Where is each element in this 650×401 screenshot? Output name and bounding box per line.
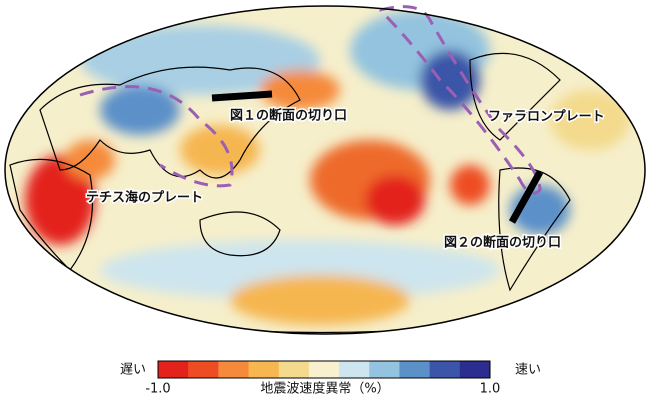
colorbar: 遅い 速い 地震波速度異常（%） -1.0 1.0: [120, 360, 541, 397]
colorbar-swatch: [369, 361, 400, 378]
colorbar-title: 地震波速度異常（%）: [260, 381, 389, 397]
colorbar-swatch: [218, 361, 250, 378]
colorbar-swatch: [278, 361, 310, 378]
colorbar-tick-label: -1.0: [145, 382, 170, 397]
colorbar-swatch: [339, 361, 370, 378]
map: 図１の断面の切り口 ファラロンプレート テチス海のプレート 図２の断面の切り口: [4, 5, 646, 335]
annotation: ファラロンプレート: [488, 110, 605, 125]
annotation: 図２の断面の切り口: [444, 235, 561, 251]
anomaly-field: [25, 10, 630, 325]
plate-outlines: [79, 5, 542, 195]
slow-label: 遅い: [120, 363, 146, 378]
colorbar-swatch: [399, 361, 431, 378]
colorbar-swatch: [248, 361, 280, 378]
colorbar-swatch: [158, 361, 189, 378]
colorbar-swatch: [188, 361, 219, 378]
colorbar-tick-label: 1.0: [480, 382, 501, 397]
colorbar-swatch: [429, 361, 461, 378]
annotation: テチス海のプレート: [86, 190, 203, 206]
colorbar-frame: [157, 360, 491, 379]
globe-outline: [4, 5, 646, 335]
colorbar-swatch: [459, 361, 491, 378]
section-lines: [211, 90, 544, 224]
annotation: 図１の断面の切り口: [230, 108, 347, 124]
colorbar-swatch: [308, 361, 340, 378]
fast-label: 速い: [515, 363, 541, 378]
